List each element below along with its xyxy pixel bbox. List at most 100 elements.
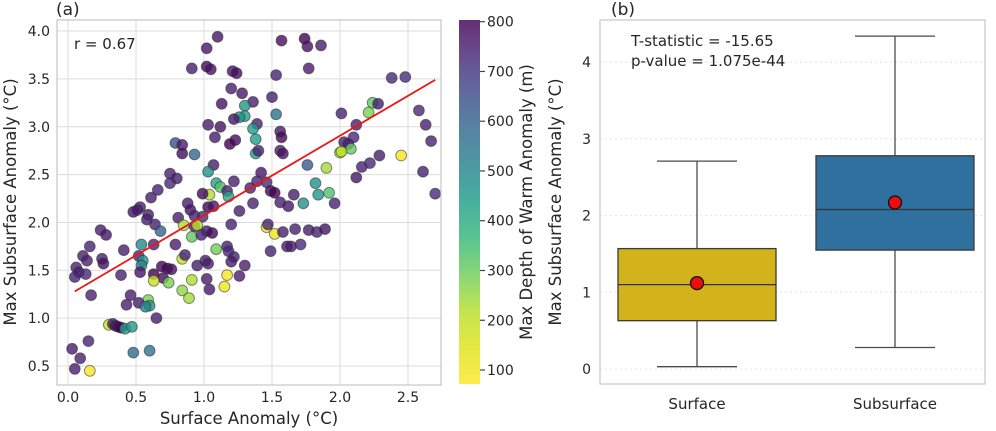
y-tick-labels: 0.5 1.0 1.5 2.0 2.5 3.0 3.5 4.0 [28, 24, 50, 375]
y-tick-label: 1 [582, 285, 591, 301]
scatter-point [81, 254, 93, 267]
scatter-point [82, 335, 95, 348]
y-tick-label: 4.0 [28, 24, 50, 40]
scatter-point [247, 122, 259, 135]
x-tick-label: 2.0 [329, 390, 351, 406]
colorbar-tick-label: 800 [487, 15, 514, 31]
box-group [617, 160, 777, 368]
scatter-point [222, 245, 235, 258]
scatter-point [228, 175, 240, 188]
scatter-point [211, 30, 224, 43]
scatter-point [275, 34, 288, 47]
scatter-point [362, 106, 375, 119]
x-tick-label: 2.5 [397, 390, 419, 406]
scatter-point [238, 259, 251, 272]
scatter-point [185, 274, 198, 286]
scatter-point [385, 72, 398, 84]
scatter-point [85, 289, 97, 302]
scatter-point [289, 223, 302, 236]
correlation-annotation: r = 0.67 [74, 35, 136, 53]
scatter-point [249, 133, 262, 146]
scatter-point [202, 257, 215, 270]
scatter-point [117, 244, 130, 257]
scatter-point [183, 292, 195, 305]
scatter-point [301, 159, 314, 171]
scatter-point [115, 269, 127, 282]
scatter-point [68, 363, 81, 375]
scatter-point [196, 187, 209, 200]
p-value-annotation: p-value = 1.075e-44 [631, 52, 785, 70]
scatter-point [200, 273, 213, 285]
y-tick-label: 3 [582, 132, 591, 148]
panel-a-label: (a) [56, 0, 80, 20]
scatter-point [252, 144, 265, 157]
scatter-point [264, 245, 277, 258]
scatter-point [270, 108, 283, 121]
scatter-point [230, 67, 243, 80]
scatter-point [176, 284, 189, 297]
boxplot-panel: 0 1 2 3 4 (b) T-statistic = -15.65 p-value =… [546, 0, 986, 413]
scatter-point [223, 138, 236, 150]
x-tick-label: 1.5 [261, 390, 283, 406]
category-label-surface: Surface [668, 395, 725, 413]
colorbar-tick-label: 500 [487, 164, 514, 180]
scatter-point [125, 320, 138, 333]
scatter-point [225, 218, 238, 231]
scatter-point [79, 268, 92, 281]
scatter-point [395, 149, 408, 162]
scatter-point [200, 42, 213, 55]
scatter-point [188, 148, 201, 161]
y-tick-label: 3.0 [28, 120, 50, 136]
scatter-point [206, 227, 219, 239]
scatter-point [323, 186, 336, 199]
scatter-point [425, 135, 438, 148]
colorbar: 100 200 300 400 500 600 700 800 Max Depth of Wa… [459, 15, 536, 384]
scatter-point [150, 312, 163, 325]
scatter-point [277, 226, 289, 238]
scatter-point [179, 249, 191, 261]
scatter-point [270, 69, 283, 81]
colorbar-tick-label: 600 [487, 114, 514, 130]
scatter-point [210, 243, 223, 256]
y-tick-label: 0.5 [28, 359, 50, 375]
scatter-point [282, 200, 295, 213]
scatter-point [162, 276, 175, 289]
y-tick-label: 4 [582, 55, 591, 71]
x-tick-label: 0.0 [57, 390, 79, 406]
y-tick-label: 1.0 [28, 311, 50, 327]
scatter-point [429, 187, 442, 200]
panel-b-label: (b) [611, 0, 635, 20]
scatter-point [328, 197, 341, 210]
scatter-point [221, 269, 234, 282]
scatter-point [97, 257, 110, 270]
boxplot-y-axis-label: Max Subsurface Anomaly (°C) [546, 78, 565, 325]
scatter-point [127, 206, 140, 218]
mean-marker [689, 275, 705, 291]
scatter-point [134, 266, 147, 279]
scatter-point [169, 238, 182, 251]
scatter-point [372, 97, 385, 110]
scatter-point [319, 223, 331, 236]
x-tick-label: 0.5 [125, 390, 147, 406]
scatter-point [266, 91, 278, 103]
scatter-point [302, 62, 315, 75]
x-tick-labels: 0.0 0.5 1.0 1.5 2.0 2.5 [57, 390, 419, 406]
colorbar-tick-labels: 100 200 300 400 500 600 700 800 [480, 15, 514, 379]
scatter-point [275, 131, 288, 144]
scatter-point [236, 87, 249, 100]
t-statistic-annotation: T-statistic = -15.65 [630, 32, 774, 50]
scatter-point [176, 147, 189, 160]
scatter-point [262, 218, 274, 231]
scatter-point [139, 300, 152, 313]
scatter-point [143, 344, 156, 357]
y-tick-label: 2.5 [28, 168, 50, 184]
scatter-point [218, 280, 231, 293]
scatter-point [154, 225, 167, 238]
x-tick-label: 1.0 [193, 390, 215, 406]
boxplot-boxes [617, 35, 975, 368]
scatter-point [233, 205, 246, 217]
scatter-point [373, 149, 386, 162]
scatter-point [238, 99, 251, 112]
